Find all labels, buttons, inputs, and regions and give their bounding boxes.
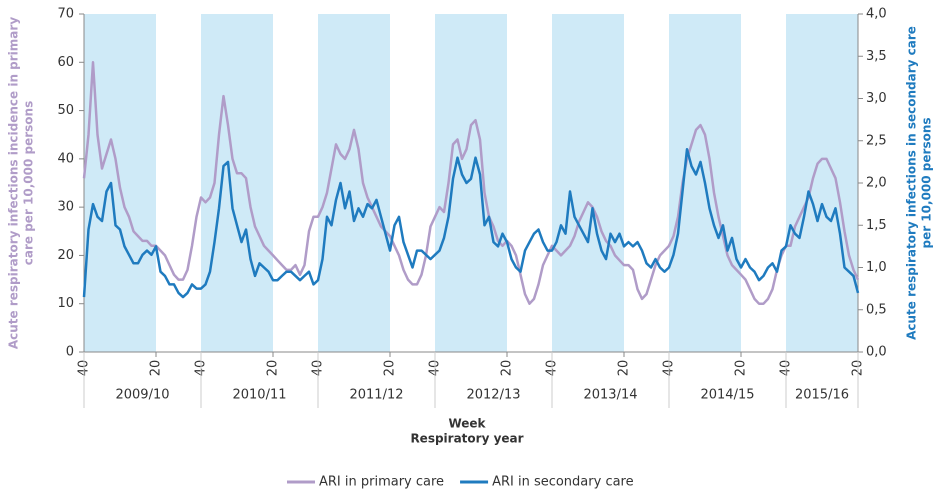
season-band [435, 14, 507, 352]
x-tick-label: 20 [617, 360, 632, 377]
season-band [201, 14, 273, 352]
y-axis-title: Acute respiratory infections incidence i… [7, 17, 21, 349]
season-label: 2009/10 [115, 388, 169, 403]
y2-tick-label: 0,0 [866, 345, 887, 360]
y-tick-label: 40 [57, 151, 74, 166]
y-tick-label: 0 [66, 345, 74, 360]
y-tick-label: 70 [57, 7, 74, 22]
legend-label: ARI in primary care [319, 475, 444, 490]
x-tick-label: 20 [383, 360, 398, 377]
y-tick-label: 60 [57, 55, 74, 70]
x-tick-label: 20 [500, 360, 515, 377]
series-line [82, 61, 860, 305]
x-tick-label: 20 [266, 360, 281, 377]
y-tick-label: 50 [57, 103, 74, 118]
season-label: 2013/14 [583, 388, 637, 403]
season-label: 2010/11 [232, 388, 286, 403]
y2-tick-label: 3,5 [866, 49, 887, 64]
series-line [82, 147, 860, 299]
y2-tick-label: 1,0 [866, 260, 887, 275]
y2-tick-label: 2,5 [866, 133, 887, 148]
season-label: 2012/13 [466, 388, 520, 403]
x-axis-title: Week [448, 417, 486, 431]
season-band [552, 14, 624, 352]
y-tick-label: 10 [57, 296, 74, 311]
y2-tick-label: 0,5 [866, 302, 887, 317]
y-axis-title: care per 10,000 persons [22, 101, 36, 265]
x-tick-label: 20 [734, 360, 749, 377]
y-tick-label: 30 [57, 200, 74, 215]
x-tick-label: 20 [149, 360, 164, 377]
legend-label: ARI in secondary care [492, 475, 634, 490]
season-label: 2014/15 [700, 388, 754, 403]
y2-axis-title: per 10,000 persons [920, 117, 934, 248]
season-label: 2011/12 [349, 388, 403, 403]
y2-tick-label: 1,5 [866, 218, 887, 233]
y2-tick-label: 4,0 [866, 7, 887, 22]
season-label: 2015/16 [795, 388, 849, 403]
y-tick-label: 20 [57, 248, 74, 263]
y2-tick-label: 3,0 [866, 91, 887, 106]
y2-axis-title: Acute respiratory infections in secondar… [905, 26, 919, 340]
x-axis-title: Respiratory year [410, 432, 523, 446]
season-band [786, 14, 858, 352]
y2-tick-label: 2,0 [866, 176, 887, 191]
